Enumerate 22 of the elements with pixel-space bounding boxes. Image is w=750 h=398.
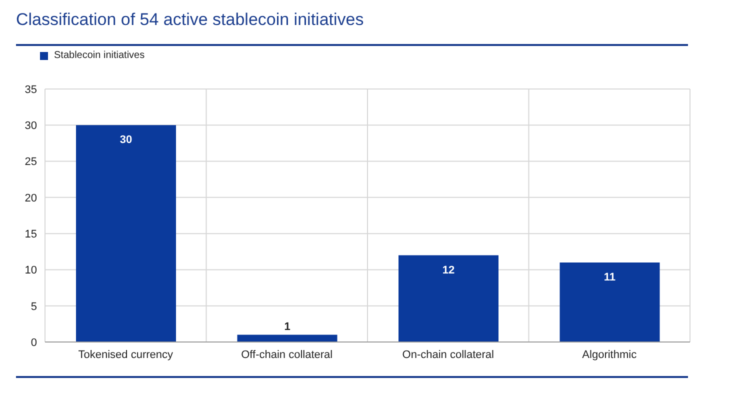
data-label: 12 [442, 264, 455, 276]
chart-title: Classification of 54 active stablecoin initiatives [16, 10, 364, 30]
legend-label: Stablecoin initiatives [53, 50, 145, 61]
y-tick-label: 0 [30, 336, 37, 349]
y-tick-label: 10 [24, 264, 37, 277]
y-tick-label: 30 [24, 120, 37, 132]
data-label: 1 [284, 320, 290, 333]
x-tick-label: Off-chain collateral [241, 348, 333, 361]
x-tick-label: Algorithmic [582, 348, 638, 361]
x-tick-label: On-chain collateral [402, 348, 494, 361]
bar [560, 262, 660, 342]
bar [237, 334, 338, 342]
data-label: 30 [120, 134, 132, 146]
y-tick-label: 25 [24, 156, 37, 168]
bar [398, 255, 498, 342]
bar [76, 125, 176, 342]
y-tick-label: 15 [24, 228, 37, 240]
data-label: 11 [604, 271, 616, 284]
y-tick-label: 20 [24, 192, 37, 204]
y-tick-label: 5 [30, 300, 37, 313]
x-tick-label: Tokenised currency [78, 348, 174, 361]
y-tick-label: 35 [24, 84, 37, 96]
